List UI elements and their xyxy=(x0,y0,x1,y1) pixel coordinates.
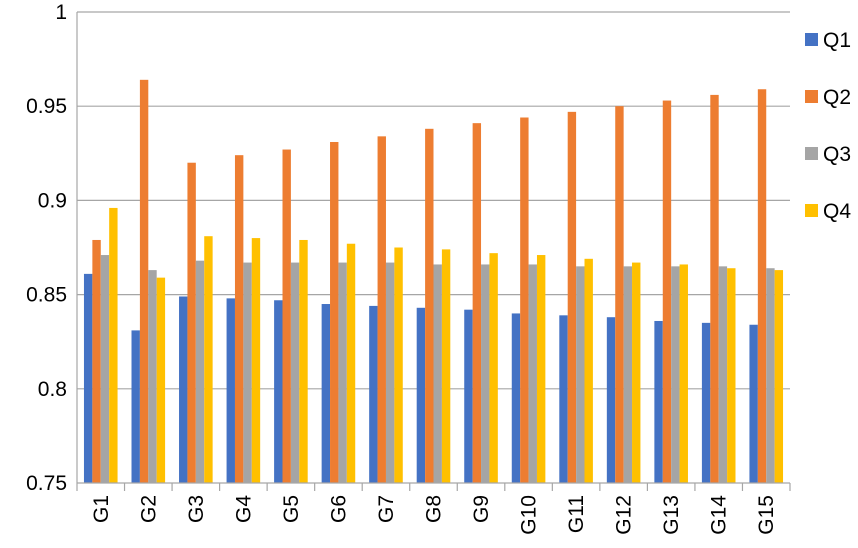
bar-q1-g15 xyxy=(749,324,758,483)
bar-q3-g15 xyxy=(766,268,775,483)
legend: Q1 Q2 Q3 Q4 xyxy=(805,29,851,223)
bar-q4-g4 xyxy=(251,238,261,483)
x-tick-label: G14 xyxy=(708,495,731,535)
legend-swatch-q4 xyxy=(805,204,818,217)
bar-q1-g10 xyxy=(511,313,521,483)
y-tick-label: 0.75 xyxy=(26,472,67,495)
bar-q4-g2 xyxy=(156,277,166,483)
axes: 0.75 0.8 0.85 0.9 0.95 1 G1 G2 G3 G4 G5 G6 G7 G8 G9 G10… xyxy=(26,1,791,535)
x-tick-label: G15 xyxy=(755,495,778,535)
x-tick-label: G11 xyxy=(565,495,588,533)
x-tick-label: G2 xyxy=(137,495,160,523)
bar-q1-g4 xyxy=(226,298,235,483)
x-tick-label: G10 xyxy=(518,495,541,535)
bar-q1-g11 xyxy=(559,315,568,483)
bar-q4-g11 xyxy=(584,258,593,483)
bar-q4-g5 xyxy=(299,239,308,483)
legend-label-q1: Q1 xyxy=(823,29,851,52)
bar-q3-g3 xyxy=(195,260,205,483)
bar-q2-g3 xyxy=(187,162,196,483)
bars xyxy=(83,79,784,484)
x-tick-label: G9 xyxy=(470,495,493,523)
bar-q4-g8 xyxy=(441,249,451,483)
x-tick-label: G8 xyxy=(423,495,446,523)
x-tick-label: G7 xyxy=(375,495,398,523)
bar-q1-g1 xyxy=(83,273,93,483)
x-tick-label: G12 xyxy=(613,495,636,535)
bar-q4-g6 xyxy=(346,243,356,483)
bar-q1-g6 xyxy=(321,304,331,483)
y-tick-label: 0.8 xyxy=(38,378,67,401)
legend-swatch-q3 xyxy=(805,147,818,160)
legend-swatch-q2 xyxy=(805,90,818,103)
bar-q2-g11 xyxy=(567,111,577,484)
bar-q3-g10 xyxy=(528,264,537,483)
bar-q2-g7 xyxy=(377,136,386,483)
bar-q2-g9 xyxy=(472,123,482,483)
bar-q1-g2 xyxy=(131,330,140,483)
bar-q4-g13 xyxy=(679,264,688,483)
bar-q2-g14 xyxy=(710,94,719,484)
bar-q4-g14 xyxy=(727,268,736,483)
legend-swatch-q1 xyxy=(805,33,818,46)
bar-q1-g7 xyxy=(369,305,378,483)
bar-q2-g2 xyxy=(139,79,149,483)
bar-q1-g12 xyxy=(606,317,616,483)
bar-q4-g3 xyxy=(204,236,213,483)
y-tick-label: 0.95 xyxy=(26,95,67,118)
bar-q2-g1 xyxy=(92,239,101,483)
bar-q4-g10 xyxy=(536,255,546,483)
bar-q1-g3 xyxy=(179,296,188,483)
bar-q3-g1 xyxy=(100,255,110,483)
bar-q1-g13 xyxy=(654,320,663,483)
legend-label-q4: Q4 xyxy=(823,200,851,223)
y-tick-label: 0.85 xyxy=(26,284,67,307)
bar-q3-g14 xyxy=(718,266,728,483)
bar-q2-g13 xyxy=(662,100,672,483)
y-tick-label: 1 xyxy=(55,1,67,24)
bar-q1-g8 xyxy=(416,307,426,483)
y-tick-label: 0.9 xyxy=(38,189,67,212)
bar-q2-g8 xyxy=(425,128,434,484)
bar-q4-g9 xyxy=(489,253,498,483)
bar-q4-g15 xyxy=(774,270,784,483)
x-tick-label: G13 xyxy=(660,495,683,535)
bar-q3-g9 xyxy=(481,264,490,483)
bar-q3-g5 xyxy=(290,262,300,483)
bar-q4-g12 xyxy=(632,262,641,483)
bar-q2-g6 xyxy=(330,141,339,483)
bar-q3-g6 xyxy=(338,262,347,483)
x-tick-label: G3 xyxy=(185,495,208,523)
bar-q4-g1 xyxy=(109,207,118,483)
legend-label-q2: Q2 xyxy=(823,86,851,109)
x-tick-label: G4 xyxy=(232,495,255,523)
x-tick-label: G6 xyxy=(327,495,350,523)
bar-q3-g8 xyxy=(433,264,442,483)
legend-label-q3: Q3 xyxy=(823,143,851,166)
bar-q2-g15 xyxy=(757,89,767,483)
bar-q2-g12 xyxy=(615,106,624,483)
bar-q1-g5 xyxy=(274,300,283,483)
bar-q3-g11 xyxy=(576,266,585,483)
bar-q3-g2 xyxy=(148,270,157,483)
x-tick-label: G1 xyxy=(90,495,113,523)
bar-q3-g12 xyxy=(623,266,633,483)
x-tick-label: G5 xyxy=(280,495,303,523)
bar-q3-g7 xyxy=(385,262,395,483)
bar-q1-g14 xyxy=(701,322,711,483)
bar-q2-g5 xyxy=(282,149,291,484)
bar-q3-g13 xyxy=(671,266,680,483)
bar-q2-g4 xyxy=(234,155,244,483)
bar-q2-g10 xyxy=(520,117,529,483)
bar-q1-g9 xyxy=(464,309,473,483)
bar-q4-g7 xyxy=(394,247,403,483)
bar-q3-g4 xyxy=(243,262,252,483)
